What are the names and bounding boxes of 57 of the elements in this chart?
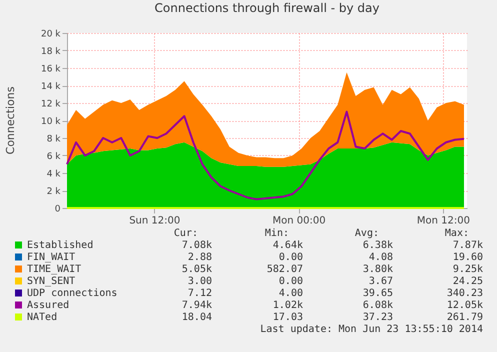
legend-label: FIN_WAIT <box>27 252 76 263</box>
y-tick-label: 4 k <box>46 170 62 180</box>
text: Min: <box>264 228 289 239</box>
chart-title: Connections through firewall - by day <box>154 1 380 15</box>
legend-label: SYN_SENT <box>27 276 76 287</box>
legend-label: Established <box>27 240 94 251</box>
text: 12.05k <box>446 300 483 311</box>
text: 0.00 <box>278 252 303 263</box>
text: 6.08k <box>362 300 393 311</box>
text: 4.00 <box>278 288 303 299</box>
text: 39.65 <box>362 288 393 299</box>
y-tick-label: 0 <box>54 204 61 214</box>
text: 6.38k <box>362 240 393 251</box>
text: 19.60 <box>452 252 483 263</box>
y-axis-title: Connections <box>4 86 17 154</box>
text: 3.80k <box>362 264 393 275</box>
text: 7.87k <box>452 240 483 251</box>
text: Avg: <box>354 228 379 239</box>
y-tick-label: 12 k <box>40 100 62 110</box>
legend-label: NATed <box>27 312 58 323</box>
text: 17.03 <box>272 312 303 323</box>
x-tick-label: Mon 00:00 <box>272 216 326 226</box>
text: 37.23 <box>362 312 393 323</box>
text: 9.25k <box>452 264 483 275</box>
y-tick-label: 18 k <box>40 47 62 57</box>
text: 4.64k <box>272 240 303 251</box>
text: 3.67 <box>368 276 393 287</box>
text: 7.94k <box>182 300 212 311</box>
text: 340.23 <box>446 288 483 299</box>
y-tick-label: 6 k <box>46 152 62 162</box>
line-series <box>66 110 465 200</box>
text: 7.12 <box>188 288 212 299</box>
text: 5.05k <box>182 264 212 275</box>
x-tick-label: Mon 12:00 <box>416 216 470 226</box>
y-tick-label: 16 k <box>40 64 62 74</box>
text: 4.08 <box>368 252 393 263</box>
legend-label: UDP connections <box>27 288 118 299</box>
text: Last update: Mon Jun 23 13:55:10 2014 <box>260 324 483 335</box>
x-tick-label: Sun 12:00 <box>129 216 180 226</box>
text: Max: <box>444 228 469 239</box>
y-tick-label: 8 k <box>46 134 62 144</box>
legend-label: TIME_WAIT <box>27 264 82 275</box>
y-tick-label: 14 k <box>40 82 62 92</box>
text: 582.07 <box>266 264 303 275</box>
y-tick-label: 2 k <box>46 187 62 197</box>
text: 18.04 <box>182 312 212 323</box>
legend-label: Assured <box>27 300 70 311</box>
y-tick-label: 20 k <box>40 30 62 40</box>
text: 2.88 <box>188 252 212 263</box>
text: 3.00 <box>188 276 212 287</box>
text: 261.79 <box>446 312 483 323</box>
text: 0.00 <box>278 276 303 287</box>
text: 1.02k <box>272 300 303 311</box>
text: 24.25 <box>452 276 483 287</box>
text: Cur: <box>174 228 198 239</box>
text: 7.08k <box>182 240 212 251</box>
y-tick-label: 10 k <box>40 117 62 127</box>
